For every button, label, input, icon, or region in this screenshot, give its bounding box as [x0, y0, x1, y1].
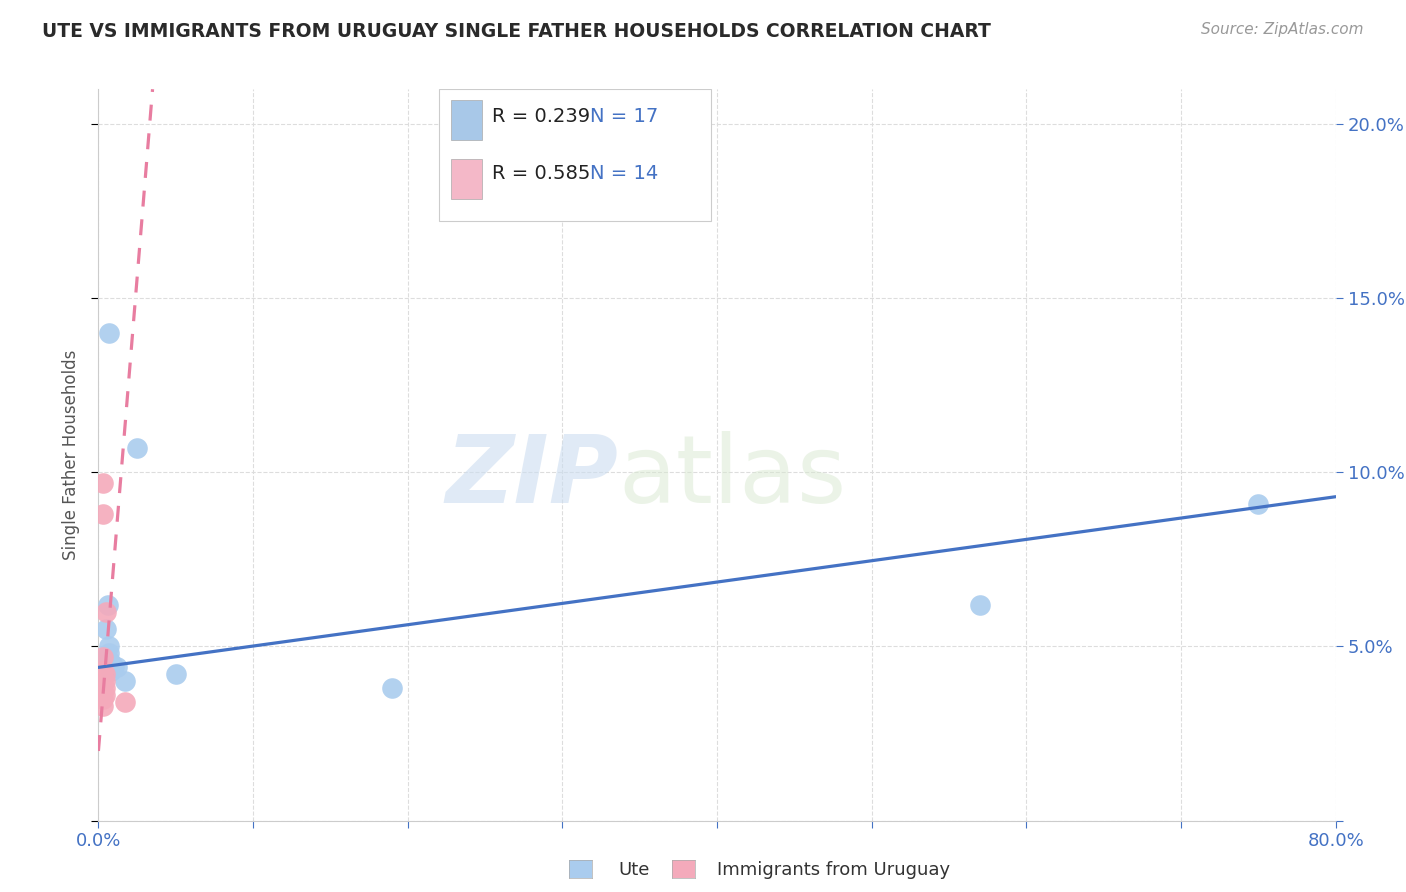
Point [98, 640, 121, 654]
Point [381, 681, 404, 696]
Text: atlas: atlas [619, 431, 846, 523]
Text: ZIP: ZIP [446, 431, 619, 523]
Point [98, 326, 121, 340]
Point [103, 660, 125, 674]
Point [100, 664, 122, 678]
Point [93, 667, 115, 681]
Point [93, 681, 115, 696]
Point [96, 605, 118, 619]
Point [96, 649, 118, 664]
FancyBboxPatch shape [439, 89, 711, 221]
FancyBboxPatch shape [451, 159, 482, 199]
Text: Ute: Ute [619, 861, 650, 879]
Point [93, 688, 115, 702]
Point [114, 695, 136, 709]
Point [98, 647, 121, 661]
Text: R = 0.239: R = 0.239 [492, 108, 591, 127]
Point [127, 441, 149, 455]
Point [101, 657, 124, 671]
Text: N = 14: N = 14 [589, 164, 658, 183]
Point [91, 649, 114, 664]
Point [97, 598, 120, 612]
Point [91, 685, 114, 699]
Text: Source: ZipAtlas.com: Source: ZipAtlas.com [1201, 22, 1364, 37]
Point [105, 660, 128, 674]
Point [91, 671, 114, 685]
Text: R = 0.585: R = 0.585 [492, 164, 591, 183]
Point [91, 691, 114, 706]
Point [165, 667, 187, 681]
Point [969, 598, 991, 612]
Point [91, 475, 114, 490]
Text: UTE VS IMMIGRANTS FROM URUGUAY SINGLE FATHER HOUSEHOLDS CORRELATION CHART: UTE VS IMMIGRANTS FROM URUGUAY SINGLE FA… [42, 22, 991, 41]
Point [91, 698, 114, 713]
Point [91, 664, 114, 678]
Point [114, 674, 136, 689]
Text: N = 17: N = 17 [589, 108, 658, 127]
Point [1247, 497, 1270, 511]
Point [98, 653, 121, 667]
Point [96, 622, 118, 636]
Y-axis label: Single Father Households: Single Father Households [62, 350, 80, 560]
Point [91, 507, 114, 521]
Text: Immigrants from Uruguay: Immigrants from Uruguay [717, 861, 950, 879]
FancyBboxPatch shape [451, 100, 482, 140]
Point [93, 674, 115, 689]
